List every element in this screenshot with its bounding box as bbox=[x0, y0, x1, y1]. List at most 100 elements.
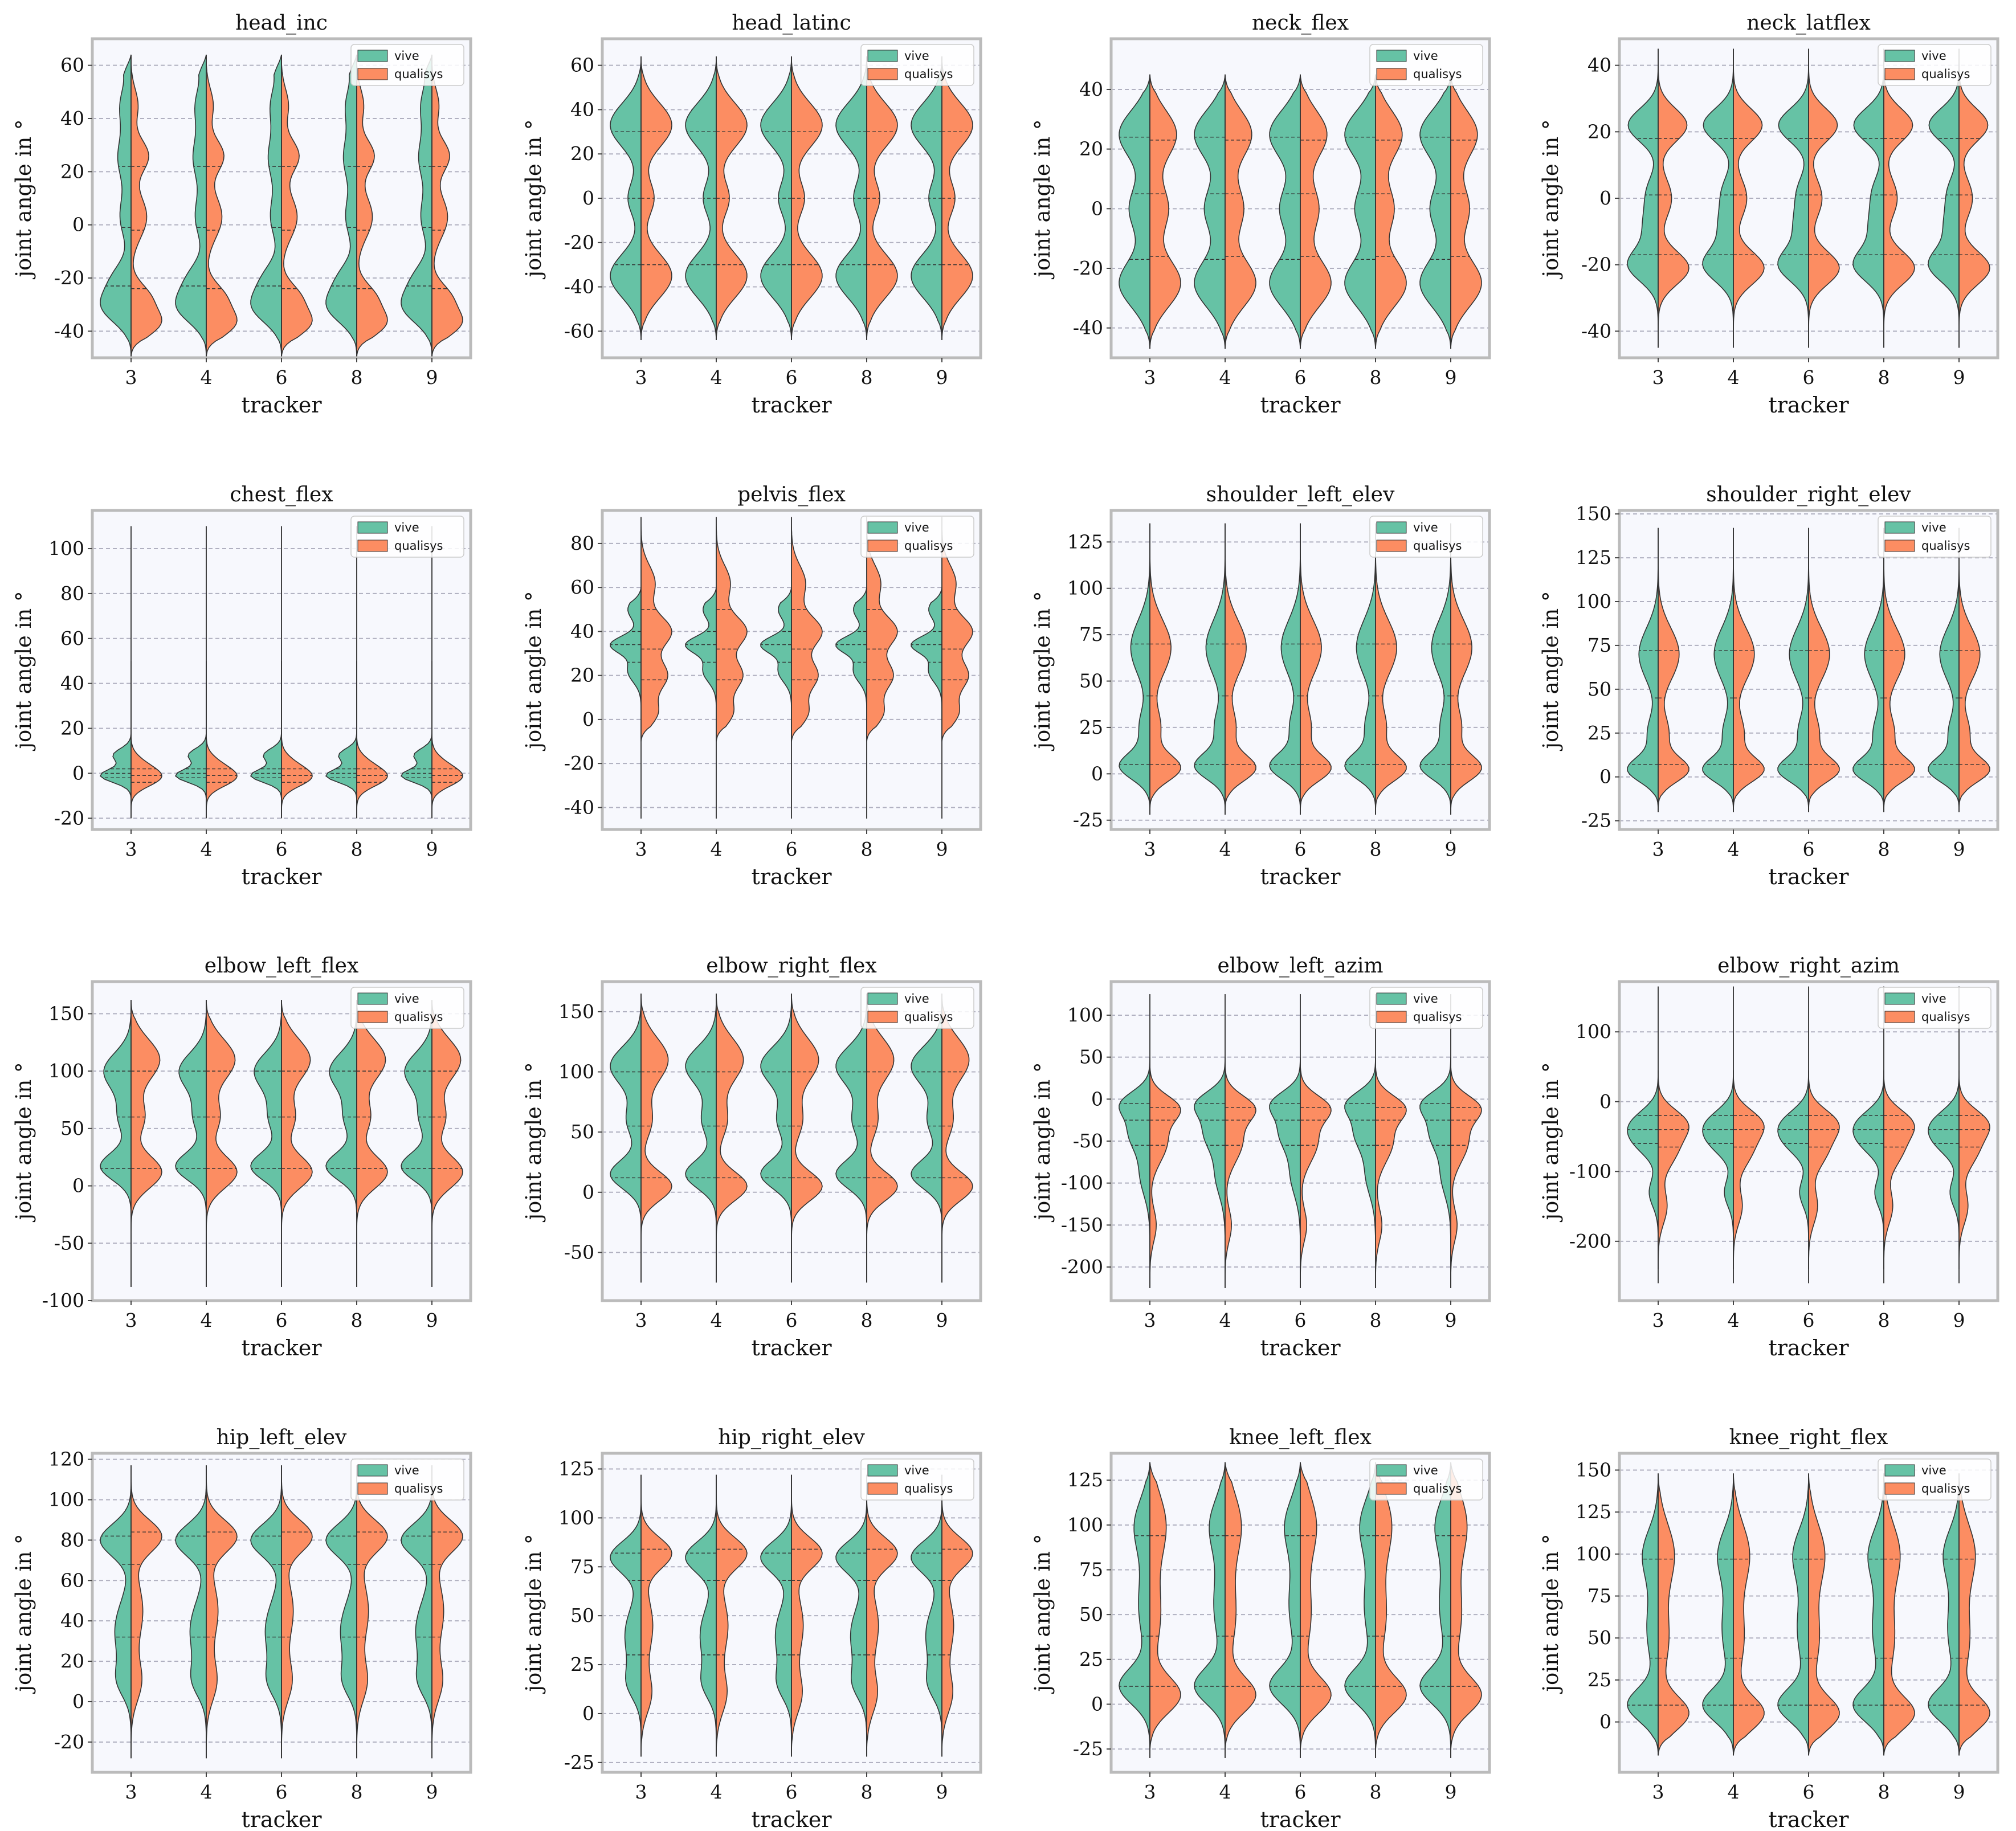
y-tick-label: 100 bbox=[1067, 577, 1103, 599]
x-tick-label: 9 bbox=[936, 1781, 948, 1803]
violin-qualisys-tracker-4 bbox=[1225, 74, 1256, 349]
violin-vive-tracker-8 bbox=[1344, 1462, 1376, 1758]
violin-qualisys-tracker-3 bbox=[130, 1465, 162, 1759]
legend-label-qualisys: qualisys bbox=[1413, 539, 1462, 553]
y-axis-label: joint angle in ° bbox=[1030, 1062, 1055, 1222]
y-axis-label: joint angle in ° bbox=[521, 1534, 546, 1694]
legend: vive qualisys bbox=[1369, 987, 1483, 1029]
legend-label-vive: vive bbox=[904, 1464, 929, 1477]
y-tick-label: 0 bbox=[1091, 762, 1103, 784]
violin-qualisys-tracker-6 bbox=[281, 1465, 313, 1759]
legend-swatch-vive bbox=[357, 992, 388, 1005]
legend-label-vive: vive bbox=[394, 1464, 419, 1477]
y-tick-label: 60 bbox=[570, 576, 594, 598]
y-tick-label: 125 bbox=[1067, 1469, 1103, 1491]
y-tick-label: 0 bbox=[1599, 766, 1611, 788]
y-tick-label: -25 bbox=[1581, 810, 1611, 832]
violin-vive-tracker-8 bbox=[1852, 1473, 1884, 1756]
y-axis-label: joint angle in ° bbox=[521, 1062, 546, 1222]
panel-knee-right-flex: 0 25 50 75 100 125 150 3 4 6 8 9 knee_right_flextrac… bbox=[1538, 1426, 1999, 1831]
x-tick-label: 9 bbox=[1953, 838, 1965, 860]
y-tick-label: 80 bbox=[60, 1528, 84, 1551]
legend: vive qualisys bbox=[1878, 516, 1991, 558]
x-tick-label: 4 bbox=[201, 366, 213, 389]
panel-title: shoulder_left_elev bbox=[1206, 483, 1395, 506]
legend-swatch-qualisys bbox=[1376, 1011, 1407, 1023]
y-tick-label: 150 bbox=[48, 1002, 84, 1024]
legend-label-vive: vive bbox=[904, 521, 929, 534]
violin-qualisys-tracker-8 bbox=[356, 1465, 388, 1759]
y-tick-label: 0 bbox=[582, 1181, 594, 1203]
y-tick-label: 0 bbox=[582, 1702, 594, 1724]
violin-qualisys-tracker-6 bbox=[281, 55, 313, 358]
violin-vive-tracker-3 bbox=[610, 1474, 642, 1757]
y-tick-label: 60 bbox=[60, 1569, 84, 1591]
violin-qualisys-tracker-4 bbox=[1225, 1462, 1256, 1758]
x-tick-label: 8 bbox=[1370, 838, 1382, 860]
panel-elbow-left-flex: -100 -50 0 50 100 150 3 4 6 8 9 elbow_left_flextrac… bbox=[11, 954, 472, 1360]
x-tick-label: 6 bbox=[1803, 838, 1815, 860]
y-tick-label: 40 bbox=[60, 107, 84, 129]
y-tick-label: 60 bbox=[570, 54, 594, 76]
violin-vive-tracker-6 bbox=[1777, 48, 1809, 348]
violin-vive-tracker-8 bbox=[1344, 74, 1376, 349]
x-tick-label: 4 bbox=[1219, 1309, 1231, 1331]
x-axis-label: tracker bbox=[1768, 864, 1849, 889]
x-tick-label: 8 bbox=[1878, 1781, 1890, 1803]
x-tick-label: 8 bbox=[1370, 366, 1382, 389]
violin-qualisys-tracker-3 bbox=[1149, 1462, 1181, 1758]
legend-swatch-vive bbox=[357, 1464, 388, 1477]
violin-qualisys-tracker-9 bbox=[941, 1474, 973, 1757]
violin-qualisys-tracker-3 bbox=[130, 55, 162, 358]
violin-qualisys-tracker-4 bbox=[716, 1474, 748, 1757]
y-tick-label: 20 bbox=[60, 160, 84, 182]
y-tick-label: 50 bbox=[1079, 1603, 1103, 1625]
y-tick-label: 20 bbox=[1079, 138, 1103, 160]
panel-elbow-left-azim: -200 -150 -100 -50 0 50 100 3 4 6 8 9 elbow_left_azi… bbox=[1030, 954, 1491, 1360]
x-axis-label: tracker bbox=[241, 864, 322, 889]
y-tick-label: -20 bbox=[54, 1731, 84, 1753]
violin-qualisys-tracker-6 bbox=[791, 56, 823, 340]
y-tick-label: 0 bbox=[1091, 1088, 1103, 1110]
legend-swatch-vive bbox=[867, 1464, 898, 1477]
x-tick-label: 9 bbox=[1953, 1781, 1965, 1803]
y-tick-label: -20 bbox=[1581, 254, 1611, 276]
violin-qualisys-tracker-4 bbox=[716, 56, 748, 340]
x-tick-label: 6 bbox=[276, 366, 288, 389]
x-axis-label: tracker bbox=[1260, 393, 1341, 418]
x-axis-label: tracker bbox=[751, 864, 832, 889]
violin-qualisys-tracker-8 bbox=[866, 1474, 898, 1757]
legend-swatch-vive bbox=[1884, 50, 1915, 62]
violin-qualisys-tracker-9 bbox=[1450, 1057, 1482, 1288]
y-tick-label: 150 bbox=[558, 1000, 594, 1023]
violin-vive-tracker-6 bbox=[250, 1465, 282, 1759]
panel-title: head_inc bbox=[235, 11, 328, 35]
x-tick-label: 4 bbox=[1728, 366, 1740, 389]
x-tick-label: 9 bbox=[1445, 838, 1457, 860]
violin-vive-tracker-9 bbox=[1419, 1462, 1451, 1758]
y-tick-label: -25 bbox=[564, 1751, 594, 1773]
y-tick-label: 100 bbox=[558, 1506, 594, 1528]
panel-knee-left-flex: -25 0 25 50 75 100 125 3 4 6 8 9 knee_left_flextrack… bbox=[1030, 1426, 1491, 1831]
violin-qualisys-tracker-9 bbox=[431, 1465, 463, 1759]
x-tick-label: 3 bbox=[125, 838, 137, 860]
legend-label-vive: vive bbox=[1413, 992, 1438, 1006]
x-tick-label: 8 bbox=[1878, 366, 1890, 389]
violin-qualisys-tracker-8 bbox=[866, 56, 898, 340]
legend-label-vive: vive bbox=[1413, 521, 1438, 534]
y-tick-label: 120 bbox=[48, 1448, 84, 1470]
x-tick-label: 6 bbox=[786, 1781, 798, 1803]
x-tick-label: 3 bbox=[125, 1309, 137, 1331]
violin-qualisys-tracker-8 bbox=[1375, 1462, 1407, 1758]
y-tick-label: -40 bbox=[564, 796, 594, 818]
y-tick-label: -50 bbox=[54, 1232, 84, 1254]
y-tick-label: 100 bbox=[1576, 590, 1611, 612]
x-tick-label: 9 bbox=[1445, 1309, 1457, 1331]
legend: vive qualisys bbox=[350, 516, 464, 558]
violin-qualisys-tracker-4 bbox=[206, 55, 238, 358]
panel-hip-left-elev: -20 0 20 40 60 80 100 120 3 4 6 8 9 hip_left_elevtrac… bbox=[11, 1426, 472, 1831]
legend-swatch-qualisys bbox=[867, 1011, 898, 1023]
y-tick-label: -100 bbox=[1569, 1160, 1611, 1182]
violin-qualisys-tracker-3 bbox=[1658, 1070, 1689, 1269]
